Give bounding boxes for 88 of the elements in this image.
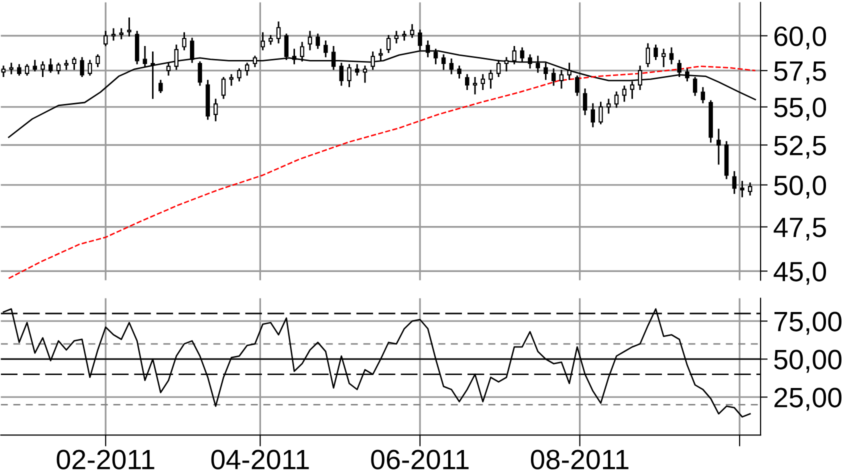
candlestick — [198, 61, 202, 86]
candlestick — [716, 128, 721, 165]
candlestick — [252, 56, 258, 68]
candlestick — [575, 76, 580, 96]
candlestick — [638, 66, 642, 90]
candlestick — [182, 32, 186, 50]
candlestick — [480, 74, 485, 90]
y-tick-label: 50,00 — [774, 350, 842, 373]
candlestick — [567, 62, 572, 80]
candlestick — [590, 103, 596, 128]
candlestick — [677, 60, 682, 78]
candlestick — [244, 62, 250, 76]
y-tick-label: 47,5 — [774, 218, 826, 240]
candlestick — [441, 54, 446, 70]
candlestick — [324, 40, 328, 58]
candlestick — [260, 32, 265, 50]
candlestick — [614, 91, 619, 108]
y-tick-label: 60,0 — [774, 26, 826, 50]
candlestick — [630, 81, 634, 99]
candlestick — [669, 47, 674, 64]
candlestick — [528, 54, 532, 69]
candlestick — [559, 70, 564, 89]
candlestick — [496, 60, 501, 78]
y-tick-label: 52,5 — [774, 136, 826, 159]
y-tick-label: 50,0 — [774, 176, 826, 199]
candlestick — [48, 58, 53, 73]
candlestick — [410, 24, 414, 38]
candlestick — [316, 34, 320, 49]
y-tick-label: 25,00 — [774, 388, 842, 411]
candlestick — [72, 57, 76, 70]
candlestick — [56, 62, 61, 74]
x-tick-label: 02-2011 — [56, 450, 154, 470]
candlestick — [386, 35, 391, 54]
candlestick — [544, 62, 548, 80]
candlestick — [276, 21, 281, 44]
candlestick — [339, 62, 344, 86]
x-tick-label: 08-2011 — [530, 450, 628, 470]
candlestick — [646, 43, 650, 68]
candlestick — [229, 74, 234, 86]
candlestick — [32, 60, 38, 72]
candlestick — [119, 28, 124, 40]
candlestick — [111, 28, 116, 41]
candlestick — [9, 62, 14, 74]
candlestick — [606, 98, 611, 114]
candlestick — [347, 64, 352, 88]
candlestick — [308, 30, 312, 50]
candlestick — [457, 66, 462, 78]
x-tick-label: 06-2011 — [371, 450, 469, 470]
candlestick — [654, 44, 658, 60]
candlestick — [732, 171, 736, 194]
candlestick — [40, 61, 45, 78]
candlestick — [551, 68, 556, 86]
candlestick — [536, 56, 540, 73]
candlestick — [685, 68, 690, 82]
candlestick — [362, 66, 368, 83]
candlestick — [662, 48, 666, 68]
candlestick — [740, 180, 744, 198]
candlestick — [88, 60, 92, 76]
candlestick — [504, 57, 509, 72]
candlestick — [449, 58, 454, 74]
candlestick — [237, 68, 242, 82]
y-tick-label: 55,0 — [774, 98, 826, 121]
candlestick — [622, 86, 626, 102]
candlestick — [598, 102, 603, 124]
y-tick-label: 75,00 — [774, 312, 842, 335]
candlestick — [17, 64, 22, 76]
y-tick-label: 45,0 — [774, 262, 826, 285]
candlestick — [158, 80, 163, 93]
candlestick — [700, 87, 706, 104]
candlestick — [104, 30, 108, 46]
candlestick — [1, 66, 6, 78]
candlestick — [221, 76, 226, 99]
candlestick — [394, 30, 399, 44]
y-tick-label: 57,5 — [774, 62, 826, 84]
candlestick — [214, 98, 218, 122]
candlestick — [472, 76, 478, 94]
candlestick — [582, 88, 588, 116]
x-tick-label: 04-2011 — [211, 450, 309, 470]
candlestick — [465, 74, 470, 90]
candlestick — [692, 76, 698, 96]
candlestick — [166, 62, 171, 76]
candlestick — [24, 64, 30, 76]
candlestick — [127, 17, 132, 37]
candlestick — [80, 57, 84, 78]
candlestick — [354, 64, 360, 76]
candlestick — [96, 54, 100, 68]
candlestick — [748, 182, 752, 196]
candlestick — [488, 70, 493, 89]
